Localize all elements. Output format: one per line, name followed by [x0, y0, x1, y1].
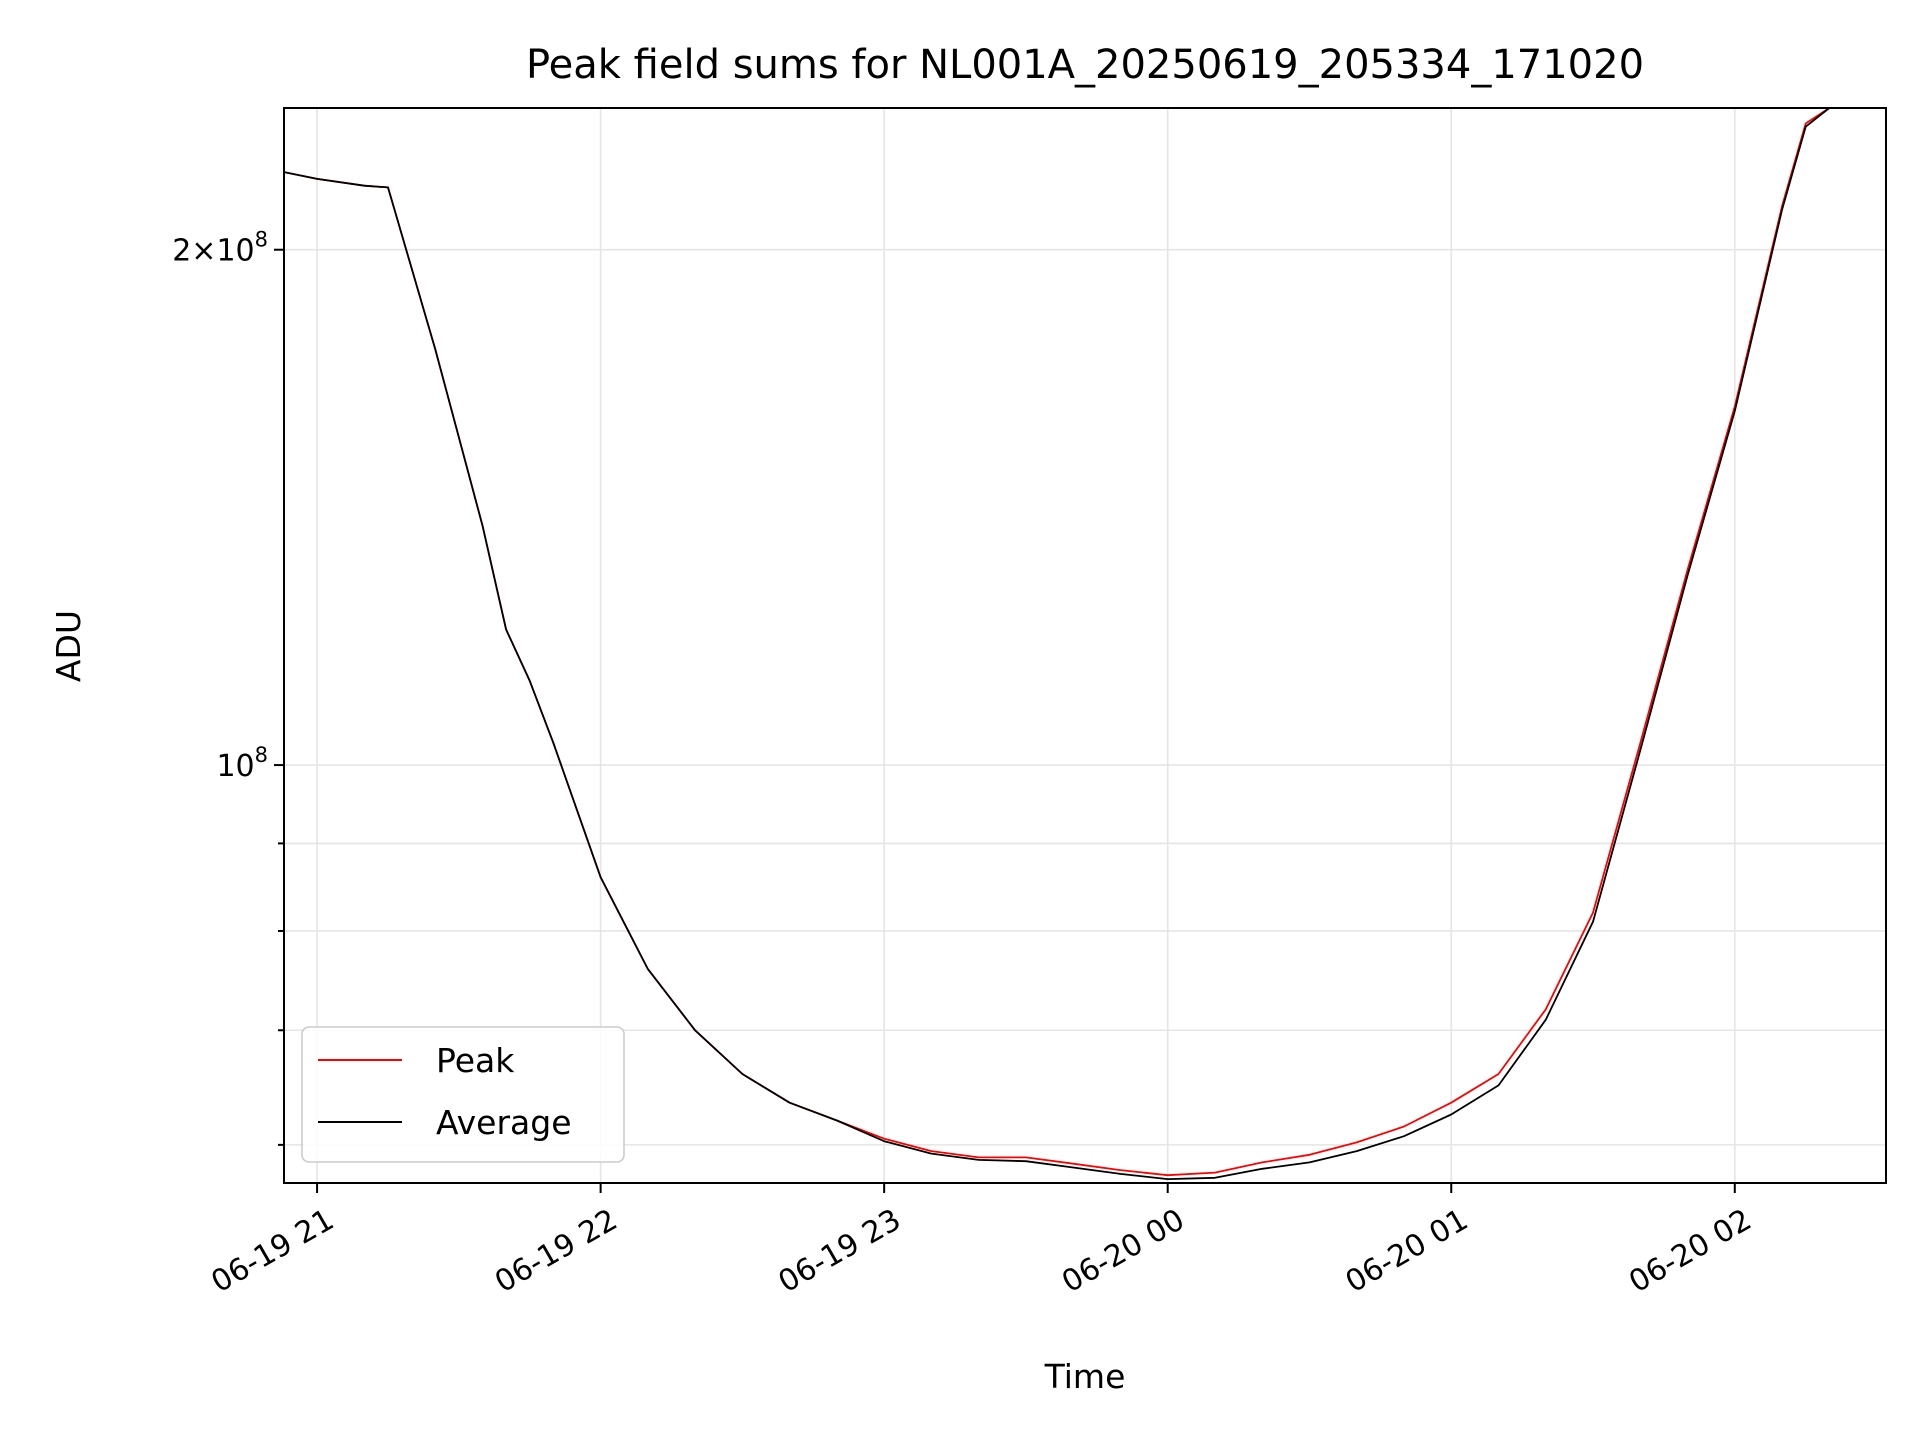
series-layer — [284, 108, 1830, 1180]
series-line-average — [284, 108, 1830, 1180]
plot-frame — [283, 107, 1887, 1184]
y-axis-label: ADU — [49, 610, 88, 682]
legend-label-peak: Peak — [436, 1041, 515, 1080]
legend-label-average: Average — [436, 1103, 572, 1142]
chart-title: Peak field sums for NL001A_20250619_2053… — [526, 42, 1644, 88]
y-tick-label: 2×108 — [172, 228, 268, 269]
y-tick-label: 108 — [216, 743, 268, 784]
legend: Peak Average — [301, 1026, 625, 1163]
x-axis-label: Time — [1044, 1357, 1126, 1396]
